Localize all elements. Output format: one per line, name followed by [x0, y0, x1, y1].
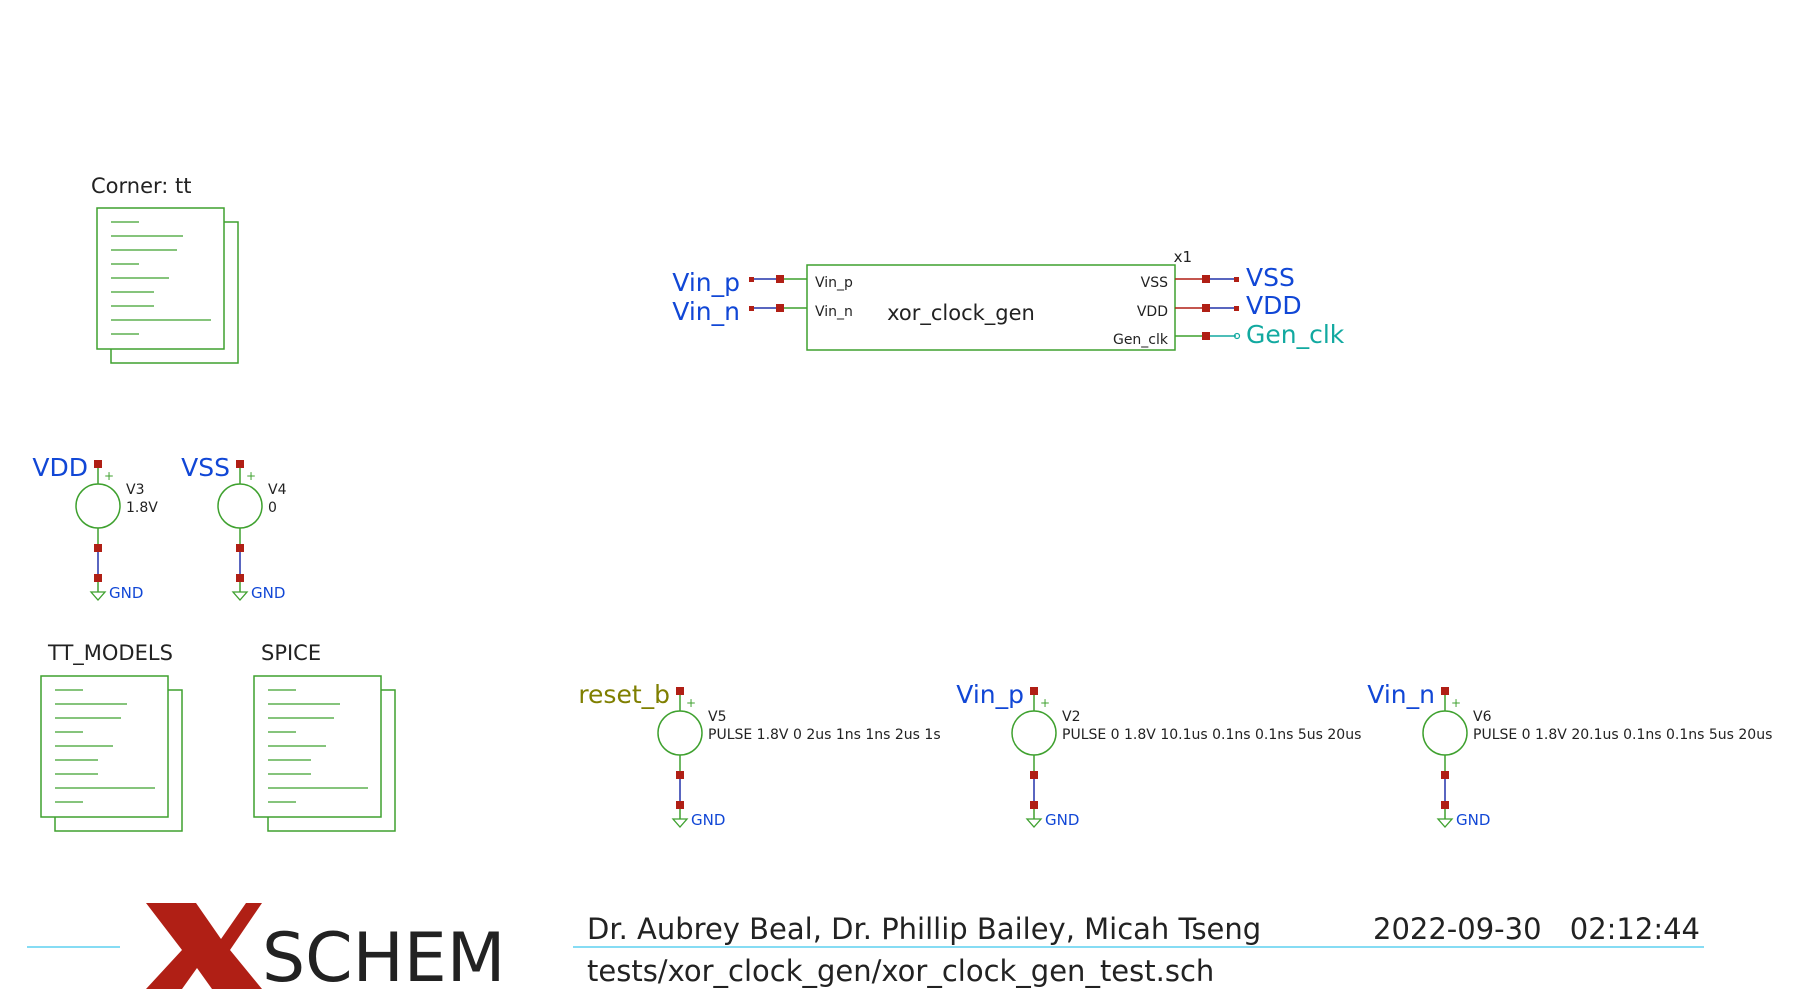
plus-icon: +: [246, 469, 256, 483]
net-label-vin-p: Vin_p: [672, 268, 740, 297]
pin-bottom[interactable]: [676, 771, 684, 779]
net-label: Vin_n: [1367, 680, 1435, 709]
code-block-label: TT_MODELS: [47, 641, 173, 666]
pin-bottom[interactable]: [94, 544, 102, 552]
net-label: VSS: [181, 453, 230, 482]
source-value: PULSE 0 1.8V 20.1us 0.1ns 0.1ns 5us 20us: [1473, 727, 1772, 743]
corner-code-block[interactable]: Corner: tt: [91, 174, 239, 364]
supply-source-v3[interactable]: + VDD V3 1.8V GND: [32, 453, 158, 602]
title-block: SCHEM Dr. Aubrey Beal, Dr. Phillip Baile…: [27, 903, 1704, 998]
pin-top[interactable]: [94, 460, 102, 468]
document-icon: [253, 675, 396, 832]
ground-icon: [231, 591, 249, 601]
gnd-label: GND: [1456, 811, 1490, 829]
net-end-vin-p: [749, 277, 754, 282]
gnd-label: GND: [251, 584, 285, 602]
source-name: V5: [708, 709, 726, 725]
gnd-pin[interactable]: [94, 574, 102, 582]
plus-icon: +: [104, 469, 114, 483]
logo-text: SCHEM: [262, 919, 505, 998]
voltage-source-icon: [657, 710, 703, 756]
pulse-source-v5[interactable]: + reset_b V5 PULSE 1.8V 0 2us 1ns 1ns 2u…: [578, 680, 940, 829]
voltage-source-icon: [217, 483, 263, 529]
authors: Dr. Aubrey Beal, Dr. Phillip Bailey, Mic…: [587, 912, 1261, 946]
time: 02:12:44: [1570, 912, 1700, 946]
pin-bottom[interactable]: [1030, 771, 1038, 779]
xor-clock-gen-block[interactable]: x1 xor_clock_gen Vin_p Vin_n Vin_p Vin_n…: [672, 248, 1345, 351]
net-label: Vin_p: [956, 680, 1024, 709]
tt-models-code-block[interactable]: TT_MODELS: [40, 641, 183, 832]
source-name: V4: [268, 482, 287, 498]
pin-bottom[interactable]: [1441, 771, 1449, 779]
plus-icon: +: [1451, 696, 1461, 710]
pin-label-vdd: VDD: [1137, 304, 1168, 320]
net-label: reset_b: [578, 680, 670, 709]
block-name: xor_clock_gen: [887, 301, 1035, 326]
code-block-label: SPICE: [261, 641, 321, 665]
supply-source-v4[interactable]: + VSS V4 0 GND: [181, 453, 286, 602]
ground-icon: [1025, 818, 1043, 828]
source-value: PULSE 0 1.8V 10.1us 0.1ns 0.1ns 5us 20us: [1062, 727, 1361, 743]
instance-name: x1: [1174, 248, 1192, 266]
pin-top[interactable]: [1030, 687, 1038, 695]
pulse-source-v6[interactable]: + Vin_n V6 PULSE 0 1.8V 20.1us 0.1ns 0.1…: [1367, 680, 1772, 829]
source-name: V6: [1473, 709, 1492, 725]
pin-gen-clk[interactable]: [1202, 332, 1210, 340]
pin-top[interactable]: [676, 687, 684, 695]
net-end-vss: [1234, 277, 1239, 282]
source-name: V2: [1062, 709, 1080, 725]
source-value: PULSE 1.8V 0 2us 1ns 1ns 2us 1s: [708, 727, 941, 743]
net-end-vdd: [1234, 306, 1239, 311]
source-value: 0: [268, 500, 277, 516]
ground-icon: [1436, 818, 1454, 828]
ground-icon: [89, 591, 107, 601]
source-value: 1.8V: [126, 500, 158, 516]
xschem-logo: SCHEM: [146, 903, 505, 998]
pin-label-vin-p: Vin_p: [815, 275, 853, 291]
voltage-source-icon: [75, 483, 121, 529]
document-icon: [96, 207, 239, 364]
net-label-gen-clk: Gen_clk: [1246, 320, 1345, 349]
pin-vin-p[interactable]: [776, 275, 784, 283]
source-name: V3: [126, 482, 144, 498]
gnd-pin[interactable]: [1441, 801, 1449, 809]
gnd-pin[interactable]: [236, 574, 244, 582]
plus-icon: +: [686, 696, 696, 710]
voltage-source-icon: [1011, 710, 1057, 756]
pin-vdd[interactable]: [1202, 304, 1210, 312]
plus-icon: +: [1040, 696, 1050, 710]
net-label-vss: VSS: [1246, 263, 1295, 292]
voltage-source-icon: [1422, 710, 1468, 756]
pin-top[interactable]: [236, 460, 244, 468]
gnd-pin[interactable]: [1030, 801, 1038, 809]
pin-top[interactable]: [1441, 687, 1449, 695]
document-icon: [40, 675, 183, 832]
net-end-vin-n: [749, 306, 754, 311]
net-label: VDD: [32, 453, 88, 482]
xschem-x-mark: [146, 903, 262, 989]
pin-label-gen-clk: Gen_clk: [1113, 332, 1169, 348]
pin-label-vin-n: Vin_n: [815, 304, 853, 320]
pin-vin-n[interactable]: [776, 304, 784, 312]
pulse-source-v2[interactable]: + Vin_p V2 PULSE 0 1.8V 10.1us 0.1ns 0.1…: [956, 680, 1361, 829]
gnd-label: GND: [109, 584, 143, 602]
pin-vss[interactable]: [1202, 275, 1210, 283]
gnd-pin[interactable]: [676, 801, 684, 809]
pin-label-vss: VSS: [1141, 275, 1168, 291]
net-label-vdd: VDD: [1246, 291, 1302, 320]
date: 2022-09-30: [1373, 912, 1542, 946]
gnd-label: GND: [1045, 811, 1079, 829]
pin-bottom[interactable]: [236, 544, 244, 552]
net-label-vin-n: Vin_n: [672, 297, 740, 326]
gnd-label: GND: [691, 811, 725, 829]
ground-icon: [671, 818, 689, 828]
spice-code-block[interactable]: SPICE: [253, 641, 396, 832]
corner-label: Corner: tt: [91, 174, 192, 198]
net-end-gen-clk: [1233, 332, 1241, 340]
schematic-path: tests/xor_clock_gen/xor_clock_gen_test.s…: [587, 954, 1214, 988]
